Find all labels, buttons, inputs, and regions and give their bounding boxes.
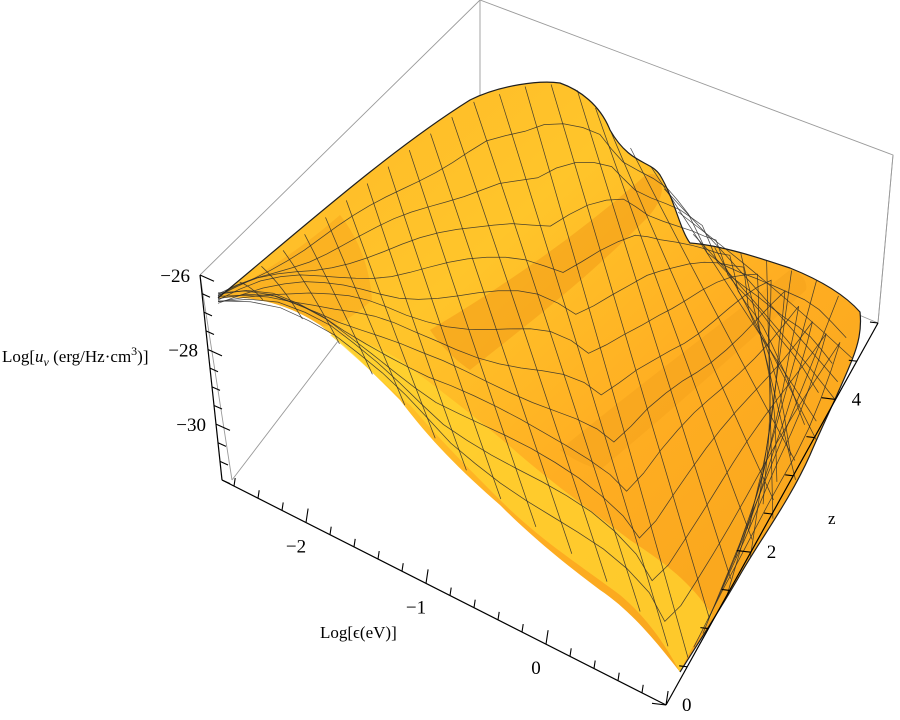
y-tick-label: 0 <box>682 695 692 716</box>
mesh-line-redshift <box>217 273 778 482</box>
mesh-line-redshift <box>217 123 847 339</box>
z-tick-mark <box>199 274 215 282</box>
mesh-line-redshift <box>217 198 819 393</box>
x-tick-mark <box>665 690 669 706</box>
surface-outline <box>217 81 862 673</box>
mesh-line-energy <box>325 217 406 406</box>
y-tick-mark <box>736 549 751 553</box>
x-tick-mark <box>401 563 404 572</box>
mesh-line-redshift <box>217 290 800 558</box>
x-tick-label: −2 <box>286 537 306 558</box>
x-tick-mark <box>641 684 644 693</box>
z-axis: −26 −28 −30 Log[uν (erg/Hz·cm3)] <box>2 266 231 485</box>
x-tick-mark <box>305 508 309 523</box>
x-tick-mark <box>425 569 429 584</box>
y-tick-mark <box>806 436 815 439</box>
x-tick-mark <box>521 623 524 633</box>
x-tick-mark <box>353 538 356 547</box>
y-tick-mark <box>785 474 794 477</box>
mesh-line-redshift <box>217 290 786 529</box>
mesh-line-energy <box>304 234 373 375</box>
x-tick-mark <box>545 630 549 645</box>
x-tick-mark <box>257 490 260 499</box>
z-tick-mark <box>215 423 231 431</box>
x-tick-mark <box>569 648 572 657</box>
z-tick-mark <box>201 293 211 298</box>
mesh-line-energy <box>664 188 838 383</box>
x-tick-mark <box>281 502 284 511</box>
mesh-line-energy <box>366 183 467 471</box>
y-tick-mark <box>679 665 688 668</box>
x-tick-mark <box>473 599 476 608</box>
mesh-line-energy <box>609 130 774 501</box>
x-tick-mark <box>617 672 620 681</box>
x-tick-mark <box>497 611 500 620</box>
mesh-line-redshift <box>217 234 805 425</box>
x-tick-mark <box>329 526 332 535</box>
x-axis-title: Log[ϵ(eV)] <box>320 623 397 642</box>
x-tick-mark <box>377 550 380 560</box>
z-tick-mark <box>219 460 229 466</box>
y-tick-mark <box>848 359 857 362</box>
y-tick-mark <box>763 512 773 515</box>
mesh-line-energy <box>408 149 537 528</box>
z-tick-mark <box>213 404 223 410</box>
mesh-line-redshift <box>217 261 792 456</box>
y-axis-title: z <box>828 509 836 528</box>
mesh-line-energy <box>749 270 792 558</box>
z-axis-title: Log[uν (erg/Hz·cm3)] <box>2 344 149 369</box>
mesh-line-redshift <box>217 300 841 648</box>
x-tick-label: 0 <box>531 658 541 679</box>
x-axis: −2−101 Log[ϵ(eV)] <box>221 477 669 720</box>
y-tick-mark <box>651 702 667 706</box>
z-tick-label: −30 <box>176 415 206 436</box>
y-tick-label: 4 <box>852 389 862 410</box>
mesh-line-energy <box>630 147 796 461</box>
z-tick-mark <box>217 442 227 447</box>
surface-mesh <box>217 84 853 658</box>
z-tick-label: −28 <box>168 341 198 362</box>
y-axis: 0 2 4 z <box>651 321 879 716</box>
mesh-line-energy <box>726 280 817 596</box>
mesh-line-energy <box>766 260 774 519</box>
mesh-line-energy <box>714 247 817 441</box>
mesh-line-energy <box>430 133 573 554</box>
z-tick-mark <box>207 349 223 357</box>
y-tick-mark <box>721 588 730 591</box>
x-tick-mark <box>449 587 452 596</box>
y-tick-label: 2 <box>767 542 777 563</box>
y-tick-mark <box>700 627 709 630</box>
mesh-line-energy <box>387 166 502 500</box>
z-tick-label: −26 <box>160 266 190 287</box>
mesh-line-redshift <box>217 298 827 621</box>
x-tick-mark <box>233 477 236 487</box>
z-tick-mark <box>203 311 213 317</box>
mesh-line-redshift <box>217 293 813 590</box>
mesh-line-energy <box>261 266 303 320</box>
mesh-line-energy <box>451 116 608 582</box>
mesh-line-energy <box>524 86 689 658</box>
mesh-line-energy <box>550 84 710 619</box>
mesh-line-energy <box>740 253 796 480</box>
y-tick-mark <box>869 321 879 324</box>
mesh-line-energy <box>473 101 641 612</box>
mesh-line-redshift <box>217 162 833 364</box>
z-tick-mark <box>205 330 215 336</box>
mesh-line-energy <box>576 90 732 579</box>
mesh-line-energy <box>595 107 753 540</box>
y-tick-mark <box>821 397 836 400</box>
z-tick-mark <box>209 367 219 373</box>
x-tick-mark <box>593 660 596 669</box>
mesh-line-energy <box>692 233 836 400</box>
z-tick-mark <box>211 386 221 391</box>
x-tick-label: −1 <box>406 597 426 618</box>
mesh-line-energy <box>677 211 853 359</box>
